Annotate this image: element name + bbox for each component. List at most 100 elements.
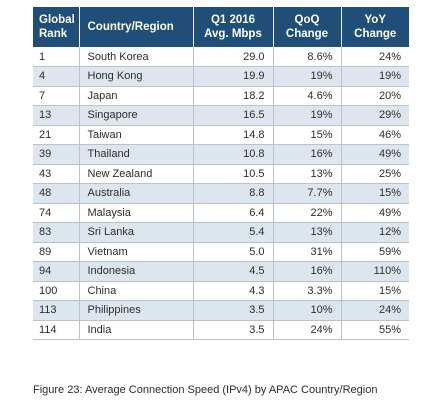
cell-rank: 83 — [33, 222, 79, 243]
cell-country: Japan — [78, 86, 193, 106]
cell-yoy-change: 24% — [340, 300, 409, 321]
cell-avg-mbps: 5.0 — [192, 242, 273, 262]
header-avg-mbps-line-2: Avg. Mbps — [204, 28, 262, 40]
cell-country: Taiwan — [78, 125, 193, 145]
cell-qoq-change: 16% — [272, 144, 341, 165]
table-row: 100 China 4.3 3.3% 15% — [33, 281, 409, 301]
cell-country: India — [78, 320, 193, 340]
cell-country: Malaysia — [78, 203, 193, 223]
header-global-rank-line-1: Global — [39, 14, 75, 26]
cell-avg-mbps: 3.5 — [192, 320, 273, 340]
cell-avg-mbps: 4.5 — [192, 261, 273, 282]
cell-yoy-change: 24% — [340, 47, 409, 67]
cell-qoq-change: 4.6% — [272, 86, 341, 106]
cell-yoy-change: 46% — [340, 125, 409, 145]
cell-avg-mbps: 19.9 — [192, 66, 273, 87]
cell-yoy-change: 20% — [340, 86, 409, 106]
header-country-region-line-1: Country/Region — [87, 21, 174, 33]
cell-country: Indonesia — [78, 261, 193, 282]
cell-yoy-change: 15% — [340, 281, 409, 301]
header-avg-mbps: Q1 2016 Avg. Mbps — [192, 7, 273, 47]
cell-rank: 94 — [33, 261, 79, 282]
table-row: 89 Vietnam 5.0 31% 59% — [33, 242, 409, 262]
cell-country: Sri Lanka — [78, 222, 193, 243]
header-qoq-change-line-2: Change — [285, 28, 329, 40]
cell-avg-mbps: 18.2 — [192, 86, 273, 106]
cell-qoq-change: 13% — [272, 222, 341, 243]
cell-avg-mbps: 5.4 — [192, 222, 273, 243]
table-row: 83 Sri Lanka 5.4 13% 12% — [33, 222, 409, 243]
table-body: 1 South Korea 29.0 8.6% 24% 4 Hong Kong … — [33, 47, 409, 340]
cell-rank: 7 — [33, 86, 79, 106]
table-row: 7 Japan 18.2 4.6% 20% — [33, 86, 409, 106]
cell-country: Australia — [78, 183, 193, 204]
header-yoy-change-line-1: YoY — [364, 14, 386, 26]
table-row: 13 Singapore 16.5 19% 29% — [33, 105, 409, 126]
cell-avg-mbps: 29.0 — [192, 47, 273, 67]
cell-country: Singapore — [78, 105, 193, 126]
header-global-rank-line-2: Rank — [39, 28, 68, 40]
cell-country: South Korea — [78, 47, 193, 67]
cell-rank: 39 — [33, 144, 79, 165]
cell-qoq-change: 7.7% — [272, 183, 341, 204]
cell-avg-mbps: 14.8 — [192, 125, 273, 145]
cell-rank: 1 — [33, 47, 79, 67]
cell-country: Philippines — [78, 300, 193, 321]
cell-avg-mbps: 10.8 — [192, 144, 273, 165]
connection-speed-table-container: Global Rank Country/Region Q1 2016 Avg. … — [33, 7, 409, 340]
cell-avg-mbps: 16.5 — [192, 105, 273, 126]
cell-qoq-change: 19% — [272, 105, 341, 126]
header-qoq-change: QoQ Change — [272, 7, 341, 47]
cell-qoq-change: 24% — [272, 320, 341, 340]
connection-speed-table: Global Rank Country/Region Q1 2016 Avg. … — [33, 7, 409, 340]
header-global-rank: Global Rank — [33, 7, 79, 47]
cell-country: Thailand — [78, 144, 193, 165]
cell-qoq-change: 22% — [272, 203, 341, 223]
header-avg-mbps-line-1: Q1 2016 — [210, 14, 256, 26]
cell-qoq-change: 8.6% — [272, 47, 341, 67]
cell-avg-mbps: 3.5 — [192, 300, 273, 321]
cell-avg-mbps: 4.3 — [192, 281, 273, 301]
cell-yoy-change: 12% — [340, 222, 409, 243]
cell-rank: 13 — [33, 105, 79, 126]
cell-yoy-change: 15% — [340, 183, 409, 204]
table-row: 43 New Zealand 10.5 13% 25% — [33, 164, 409, 184]
table-row: 4 Hong Kong 19.9 19% 19% — [33, 66, 409, 87]
cell-rank: 48 — [33, 183, 79, 204]
cell-rank: 43 — [33, 164, 79, 184]
table-row: 21 Taiwan 14.8 15% 46% — [33, 125, 409, 145]
table-row: 74 Malaysia 6.4 22% 49% — [33, 203, 409, 223]
cell-yoy-change: 59% — [340, 242, 409, 262]
cell-qoq-change: 15% — [272, 125, 341, 145]
cell-yoy-change: 25% — [340, 164, 409, 184]
table-row: 48 Australia 8.8 7.7% 15% — [33, 183, 409, 204]
cell-country: Hong Kong — [78, 66, 193, 87]
cell-country: New Zealand — [78, 164, 193, 184]
figure-caption: Figure 23: Average Connection Speed (IPv… — [33, 384, 378, 396]
cell-country: Vietnam — [78, 242, 193, 262]
cell-rank: 89 — [33, 242, 79, 262]
cell-yoy-change: 55% — [340, 320, 409, 340]
cell-qoq-change: 3.3% — [272, 281, 341, 301]
header-qoq-change-line-1: QoQ — [294, 14, 320, 26]
cell-avg-mbps: 8.8 — [192, 183, 273, 204]
table-row: 114 India 3.5 24% 55% — [33, 320, 409, 340]
cell-qoq-change: 19% — [272, 66, 341, 87]
cell-yoy-change: 29% — [340, 105, 409, 126]
cell-rank: 4 — [33, 66, 79, 87]
cell-avg-mbps: 6.4 — [192, 203, 273, 223]
table-row: 1 South Korea 29.0 8.6% 24% — [33, 47, 409, 67]
cell-yoy-change: 19% — [340, 66, 409, 87]
cell-qoq-change: 13% — [272, 164, 341, 184]
cell-rank: 21 — [33, 125, 79, 145]
table-header-row: Global Rank Country/Region Q1 2016 Avg. … — [33, 7, 409, 47]
header-yoy-change: YoY Change — [340, 7, 409, 47]
cell-rank: 114 — [33, 320, 79, 340]
header-country-region: Country/Region — [78, 7, 193, 47]
table-row: 113 Philippines 3.5 10% 24% — [33, 300, 409, 321]
cell-yoy-change: 49% — [340, 144, 409, 165]
header-yoy-change-line-2: Change — [354, 28, 397, 40]
cell-qoq-change: 16% — [272, 261, 341, 282]
cell-qoq-change: 10% — [272, 300, 341, 321]
cell-avg-mbps: 10.5 — [192, 164, 273, 184]
